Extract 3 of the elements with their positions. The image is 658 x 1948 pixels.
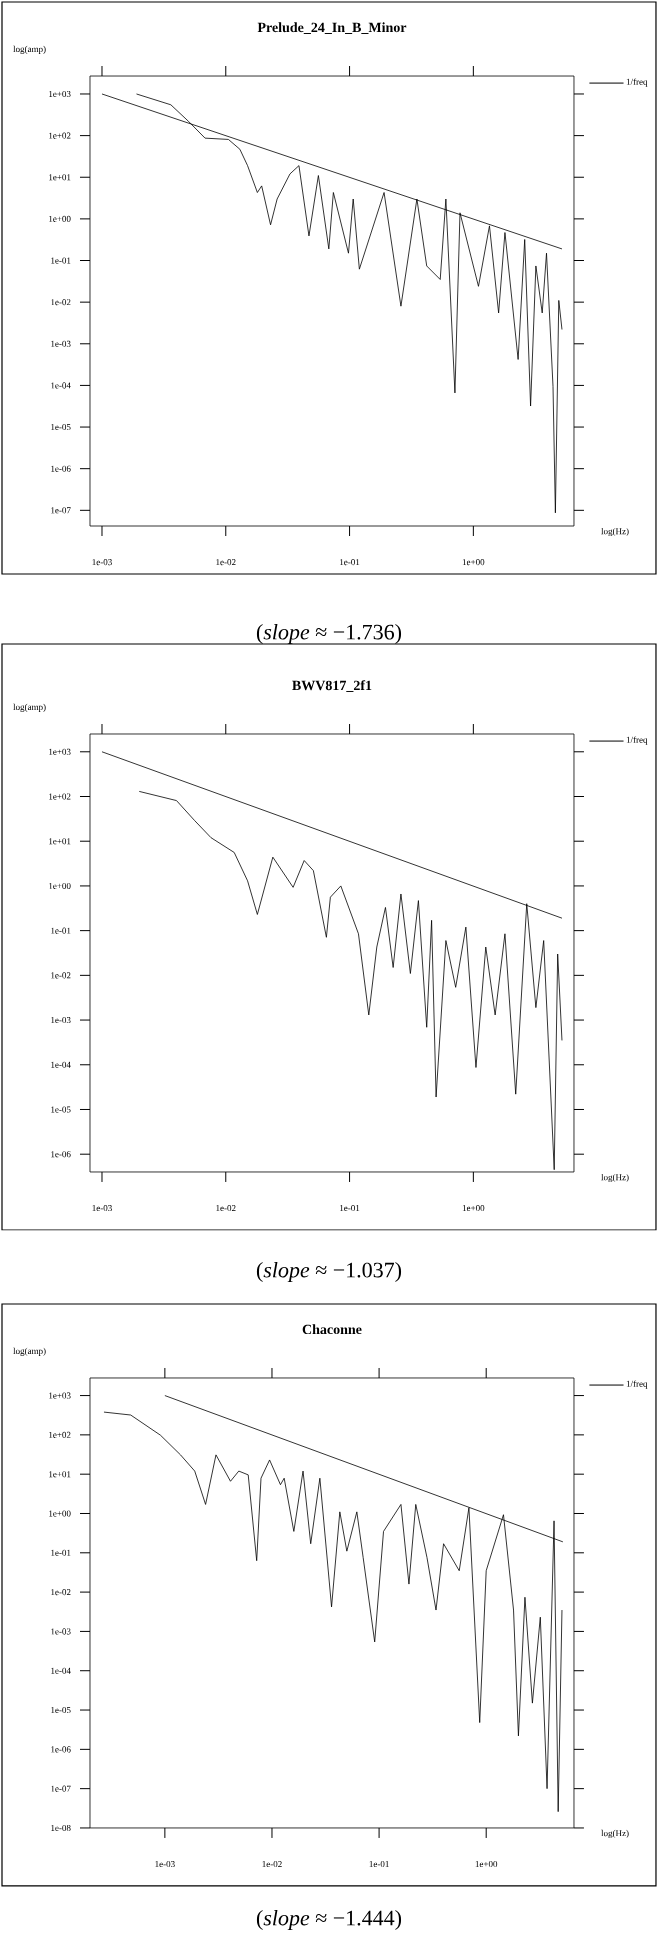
text: (slope ≈ −1.444) bbox=[256, 1910, 402, 1930]
text: (slope ≈ −1.736) bbox=[256, 624, 402, 644]
text: (slope ≈ −1.037) bbox=[256, 1262, 402, 1282]
